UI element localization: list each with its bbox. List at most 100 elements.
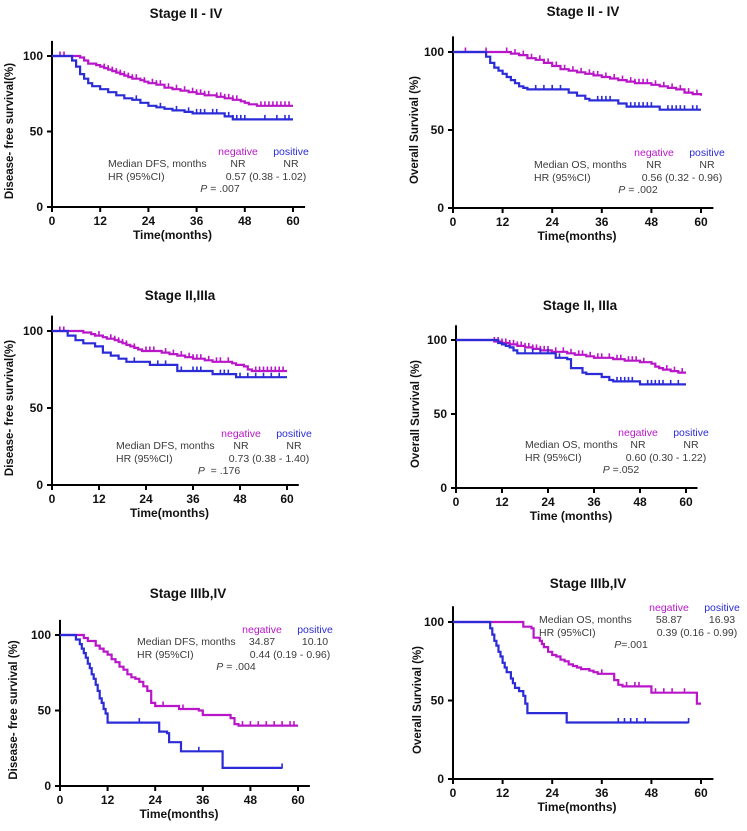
legend-negative: negative [218, 146, 258, 158]
p-value: P = .004 [216, 661, 256, 674]
panel-title: Stage II - IV [149, 6, 223, 21]
svg-text:Time(months): Time(months) [139, 807, 218, 821]
svg-text:24: 24 [546, 786, 560, 800]
svg-text:100: 100 [23, 324, 43, 338]
svg-text:50: 50 [38, 704, 52, 718]
legend-negative: negative [649, 602, 689, 614]
median-positive-value: NR [283, 158, 299, 171]
panel-title: Stage II, IIIa [542, 298, 618, 313]
svg-text:0: 0 [437, 201, 444, 215]
p-value: P=.001 [614, 639, 648, 652]
svg-text:Time (months): Time (months) [530, 509, 612, 523]
svg-text:0: 0 [437, 772, 444, 786]
legend-positive: positive [276, 428, 312, 440]
svg-text:50: 50 [30, 401, 44, 415]
legend-positive: positive [673, 427, 709, 439]
median-label: Median DFS, months [137, 636, 236, 649]
svg-text:0: 0 [453, 495, 460, 509]
p-value: P = .176 [197, 465, 241, 478]
median-positive-value: NR [286, 440, 302, 453]
svg-text:50: 50 [431, 694, 445, 708]
median-positive-value: NR [683, 439, 699, 452]
svg-text:60: 60 [694, 215, 708, 229]
hr-label: HR (95%CI) [116, 452, 173, 465]
median-negative-value: 34.87 [248, 636, 276, 649]
median-positive-value: NR [699, 159, 715, 172]
km-plot: 0 50 100 0 12 24 36 48 60 Time(months) [31, 619, 310, 821]
svg-text:Time(months): Time(months) [537, 229, 616, 243]
p-value: P = .002 [618, 184, 658, 197]
svg-text:24: 24 [149, 793, 163, 807]
hr-label: HR (95%CI) [534, 171, 591, 184]
km-plot: 0 50 100 0 12 24 36 48 60 Time (months) [427, 325, 698, 523]
svg-text:60: 60 [679, 495, 693, 509]
svg-text:100: 100 [424, 615, 444, 629]
hr-label: HR (95%CI) [539, 626, 596, 639]
legend-positive: positive [297, 624, 333, 636]
svg-text:Time(months): Time(months) [537, 800, 616, 814]
hr-label: HR (95%CI) [137, 648, 194, 661]
svg-text:0: 0 [36, 478, 43, 492]
km-panel-dfs-stage2-4: Stage II - IV Disease- free survival(%) … [0, 0, 373, 260]
legend-positive: positive [704, 602, 740, 614]
svg-text:48: 48 [238, 214, 252, 228]
median-positive-value: 10.10 [301, 636, 329, 649]
svg-text:24: 24 [546, 215, 560, 229]
stats-block: negative positive Median DFS, months NR NR … [108, 146, 319, 196]
legend-positive: positive [273, 146, 309, 158]
legend-positive: positive [689, 147, 725, 159]
km-panel-os-stage3b-4: Stage IIIb,IV Overall Survival (%) 0 50 10… [373, 540, 747, 831]
hr-value: 0.44 (0.19 - 0.96) [249, 648, 331, 661]
median-label: Median OS, months [534, 159, 627, 172]
median-negative-value: NR [646, 159, 662, 172]
km-panel-os-stage2-3a: Stage II, IIIa Overall Survival (%) 0 50 1… [373, 260, 747, 540]
svg-text:36: 36 [587, 495, 601, 509]
svg-text:48: 48 [233, 492, 247, 506]
svg-text:36: 36 [595, 786, 609, 800]
svg-text:60: 60 [291, 793, 305, 807]
hr-value: 0.60 (0.30 - 1.22) [625, 451, 707, 464]
legend-negative: negative [634, 147, 674, 159]
svg-text:36: 36 [190, 214, 204, 228]
svg-text:60: 60 [286, 214, 300, 228]
svg-text:12: 12 [495, 495, 509, 509]
stats-block: negative positive Median DFS, months 34.87… [137, 624, 343, 674]
median-negative-value: NR [233, 440, 249, 453]
svg-text:48: 48 [645, 215, 659, 229]
p-value: P =.052 [602, 464, 640, 477]
median-positive-value: 16.93 [708, 614, 736, 627]
hr-label: HR (95%CI) [108, 170, 165, 183]
svg-text:12: 12 [101, 793, 115, 807]
km-plot: 0 50 100 0 12 24 36 48 60 Time(months) [424, 606, 714, 814]
svg-text:0: 0 [450, 215, 457, 229]
svg-text:24: 24 [541, 495, 555, 509]
svg-text:12: 12 [496, 215, 510, 229]
svg-text:50: 50 [434, 407, 448, 421]
svg-text:100: 100 [23, 49, 43, 63]
hr-value: 0.56 (0.32 - 0.96) [641, 171, 723, 184]
hr-label: HR (95%CI) [525, 451, 582, 464]
svg-text:Time(months): Time(months) [133, 228, 212, 242]
stats-block: negative positive Median OS, months 58.87 1… [539, 602, 747, 652]
hr-value: 0.57 (0.38 - 1.02) [225, 170, 307, 183]
km-panel-dfs-stage2-3a: Stage II,IIIa Disease- free survival(%) … [0, 260, 373, 540]
svg-text:Time(months): Time(months) [130, 506, 209, 520]
svg-text:100: 100 [427, 333, 447, 347]
svg-text:48: 48 [645, 786, 659, 800]
median-label: Median DFS, months [108, 158, 207, 171]
km-panel-os-stage2-4: Stage II - IV Overall Survival (%) 0 50 10… [373, 0, 747, 260]
svg-text:60: 60 [694, 786, 708, 800]
median-label: Median OS, months [539, 614, 632, 627]
svg-text:36: 36 [595, 215, 609, 229]
svg-text:100: 100 [424, 45, 444, 59]
svg-text:50: 50 [431, 123, 445, 137]
panel-title: Stage IIIb,IV [549, 576, 627, 591]
median-label: Median DFS, months [116, 440, 215, 453]
legend-negative: negative [242, 624, 282, 636]
svg-text:36: 36 [186, 492, 200, 506]
median-label: Median OS, months [525, 439, 618, 452]
panel-title: Stage II,IIIa [144, 288, 216, 303]
svg-text:0: 0 [57, 793, 64, 807]
svg-text:0: 0 [44, 779, 51, 793]
